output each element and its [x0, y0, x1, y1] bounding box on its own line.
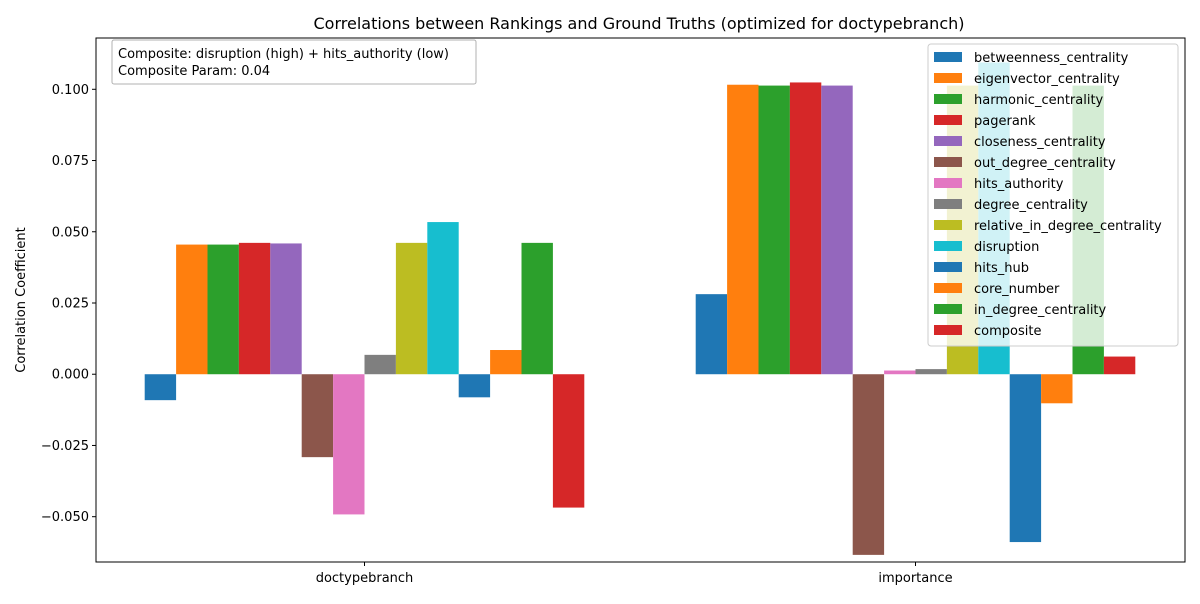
legend-swatch-pagerank: [934, 115, 962, 125]
legend-label-relative_in_degree_centrality: relative_in_degree_centrality: [974, 219, 1162, 234]
plot-frame: [95, 37, 1186, 563]
legend-swatch-core_number: [934, 283, 962, 293]
legend-frame: [927, 43, 1179, 347]
legend-label-hits_authority: hits_authority: [974, 177, 1064, 192]
legend-swatch-hits_authority: [934, 178, 962, 188]
legend: betweenness_centrality eigenvector_centra…: [927, 43, 1179, 347]
bar-hits_authority-doctypebranch: [333, 374, 365, 515]
bar-betweenness_centrality-importance: [695, 294, 728, 375]
bar-harmonic_centrality-doctypebranch: [207, 244, 239, 375]
legend-label-harmonic_centrality: harmonic_centrality: [974, 93, 1104, 108]
legend-label-closeness_centrality: closeness_centrality: [974, 135, 1106, 150]
annotation-line-1: Composite: disruption (high) + hits_auth…: [118, 47, 449, 62]
bar-relative_in_degree_centrality-doctypebranch: [395, 242, 428, 375]
annotation-line-2: Composite Param: 0.04: [118, 64, 270, 79]
legend-label-betweenness_centrality: betweenness_centrality: [974, 51, 1129, 66]
legend-swatch-in_degree_centrality: [934, 304, 962, 314]
bar-hits_hub-importance: [1009, 374, 1042, 543]
legend-label-hits_hub: hits_hub: [974, 261, 1029, 276]
legend-swatch-composite: [934, 325, 962, 335]
bar-composite-importance: [1103, 356, 1136, 375]
legend-label-pagerank: pagerank: [974, 114, 1036, 129]
bar-eigenvector_centrality-doctypebranch: [176, 244, 208, 375]
bar-harmonic_centrality-importance: [758, 85, 790, 375]
y-tick-label: −0.025: [41, 439, 89, 454]
legend-swatch-eigenvector_centrality: [934, 73, 962, 83]
bar-degree_centrality-doctypebranch: [364, 354, 396, 375]
y-tick-label: 0.000: [52, 368, 89, 383]
y-tick-label: 0.050: [52, 225, 89, 240]
legend-swatch-degree_centrality: [934, 199, 962, 209]
legend-swatch-hits_hub: [934, 262, 962, 272]
axes-layer: −0.050 −0.025 0.000 0.025 0.050 0.075 0.100 doc…: [41, 37, 1186, 586]
y-tick-label: 0.100: [52, 83, 89, 98]
bar-in_degree_centrality-doctypebranch: [521, 242, 553, 375]
legend-label-out_degree_centrality: out_degree_centrality: [974, 156, 1116, 171]
legend-label-disruption: disruption: [974, 240, 1039, 255]
bar-pagerank-doctypebranch: [238, 242, 271, 375]
x-tick-label-importance: importance: [878, 571, 952, 586]
legend-label-in_degree_centrality: in_degree_centrality: [974, 303, 1107, 318]
bar-out_degree_centrality-doctypebranch: [301, 374, 334, 458]
y-tick-label: 0.025: [52, 296, 89, 311]
legend-swatch-relative_in_degree_centrality: [934, 220, 962, 230]
x-tick-label-doctypebranch: doctypebranch: [316, 571, 414, 586]
y-axis-label: Correlation Coefficient: [14, 227, 29, 373]
legend-swatch-disruption: [934, 241, 962, 251]
legend-swatch-closeness_centrality: [934, 136, 962, 146]
bar-betweenness_centrality-doctypebranch: [144, 374, 177, 401]
legend-label-composite: composite: [974, 324, 1041, 339]
bar-core_number-doctypebranch: [490, 350, 522, 375]
bar-eigenvector_centrality-importance: [727, 84, 759, 375]
bar-pagerank-importance: [789, 82, 822, 375]
chart-title: Correlations between Rankings and Ground…: [313, 14, 964, 33]
bar-composite-doctypebranch: [552, 374, 585, 508]
legend-swatch-out_degree_centrality: [934, 157, 962, 167]
legend-label-degree_centrality: degree_centrality: [974, 198, 1088, 213]
bar-core_number-importance: [1041, 374, 1073, 404]
legend-swatch-betweenness_centrality: [934, 52, 962, 62]
bar-out_degree_centrality-importance: [852, 374, 885, 555]
y-tick-label: 0.075: [52, 154, 89, 169]
y-tick-label: −0.050: [41, 510, 89, 525]
bar-closeness_centrality-doctypebranch: [270, 243, 302, 375]
bar-degree_centrality-importance: [915, 369, 947, 375]
composite-annotation: Composite: disruption (high) + hits_auth…: [111, 39, 477, 85]
bar-hits_hub-doctypebranch: [458, 374, 491, 398]
legend-label-eigenvector_centrality: eigenvector_centrality: [974, 72, 1120, 87]
bar-disruption-doctypebranch: [427, 222, 459, 375]
legend-swatch-harmonic_centrality: [934, 94, 962, 104]
bar-closeness_centrality-importance: [821, 85, 853, 375]
bar-hits_authority-importance: [884, 370, 916, 375]
legend-label-core_number: core_number: [974, 282, 1060, 297]
